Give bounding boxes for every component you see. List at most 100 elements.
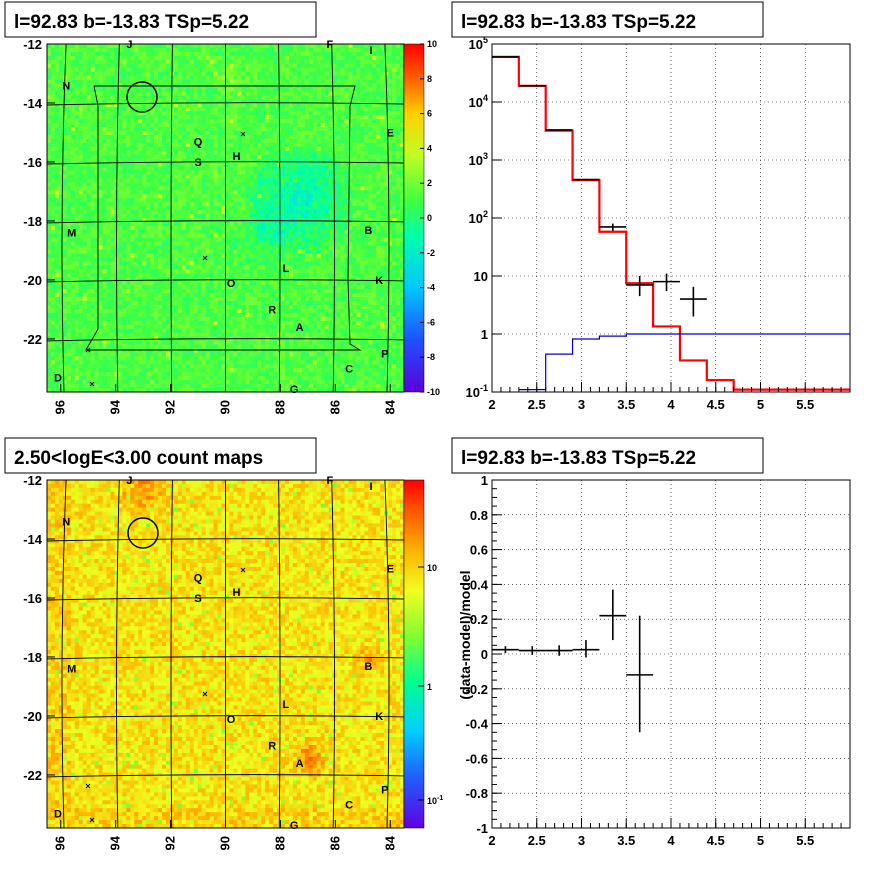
residuals-grid (491, 479, 850, 829)
count-map-title: 2.50<logE<3.00 count maps (14, 448, 263, 469)
x-tick-label: 3.5 (617, 397, 635, 412)
source-label-M: M (67, 228, 76, 240)
meridian-line (170, 479, 173, 829)
x-tick-label: 96 (53, 836, 68, 850)
x-tick-label: 94 (108, 835, 123, 850)
colorbar-tick-label: -8 (427, 352, 435, 362)
source-label-L: L (283, 699, 290, 711)
residual-map-title-box (4, 1, 317, 38)
source-label-M: M (67, 664, 76, 676)
cross-marker (240, 131, 246, 137)
x-tick-label: 90 (218, 400, 233, 414)
residuals-panel: l=92.83 b=-13.83 TSp=5.22 (data-model)/m… (451, 437, 851, 848)
y-tick-label: -12 (23, 37, 42, 52)
meridian-line (331, 43, 335, 393)
source-label-L: L (283, 263, 290, 275)
x-tick-label: 84 (382, 399, 397, 414)
x-tick-label: 86 (327, 836, 342, 850)
model-total-line (492, 55, 850, 391)
source-label-C: C (345, 363, 353, 375)
parallel-line (46, 279, 405, 283)
y-tick-label: -16 (23, 155, 42, 170)
parallel-line (46, 715, 405, 719)
meridian-line (331, 479, 335, 829)
colorbar-tick-label: 10 (427, 563, 437, 573)
y-tick-label: 0.2 (470, 612, 488, 627)
cross-marker (85, 783, 91, 789)
x-tick-label: 88 (272, 400, 287, 414)
residuals-y-axis-label: (data-model)/model (457, 570, 473, 699)
colorbar-tick-label: 4 (427, 143, 432, 153)
x-tick-label: 2.5 (528, 833, 546, 848)
cross-marker (89, 817, 95, 823)
source-label-E: E (387, 127, 394, 139)
y-tick-label: -20 (23, 709, 42, 724)
y-tick-label: -18 (23, 214, 42, 229)
residual-map-panel: l=92.83 b=-13.83 TSp=5.22 J F I N Q E S H M B L K O R… (4, 1, 440, 414)
y-tick-label: -0.8 (466, 786, 488, 801)
meridian-line (384, 43, 390, 393)
source-label-O: O (227, 278, 236, 290)
count-map-panel: 2.50<logE<3.00 count maps J F I N Q E S H M B L K O R… (4, 437, 443, 850)
y-tick-label: 104 (469, 93, 488, 110)
source-label-S: S (194, 593, 201, 605)
y-tick-label: 0.4 (470, 577, 489, 592)
parallel-line (46, 656, 405, 660)
meridian-line (278, 479, 281, 829)
residual-map-plot: J F I N Q E S H M B L K O R A P C D G 96 94 92 90 88 86 84 -12 -14 -… (23, 37, 405, 414)
x-tick-label: 4.5 (707, 833, 725, 848)
cross-marker (202, 691, 208, 697)
colorbar-tick-label: 6 (427, 109, 432, 119)
source-label-A: A (296, 758, 304, 770)
parallel-line (46, 161, 405, 165)
colorbar-tick-label: 2 (427, 178, 432, 188)
residual-colorbar-ticks: 10 8 6 4 2 0 -2 -4 -6 -8 -10 (420, 39, 440, 397)
source-label-S: S (194, 157, 201, 169)
source-label-Q: Q (194, 136, 203, 148)
y-tick-label: 1 (481, 327, 488, 342)
parallel-line (46, 220, 405, 224)
x-tick-label: 5 (757, 397, 764, 412)
source-label-K: K (375, 275, 383, 287)
source-circle (126, 81, 158, 113)
y-tick-label: -0.4 (466, 717, 489, 732)
x-tick-label: 4 (667, 833, 675, 848)
count-map-pixels (47, 480, 405, 829)
y-tick-label: -18 (23, 650, 42, 665)
colorbar-tick-label: 0 (427, 213, 432, 223)
source-label-B: B (364, 661, 372, 673)
y-tick-label: -16 (23, 591, 42, 606)
parallel-line (46, 774, 405, 778)
count-map-grid (46, 479, 405, 829)
parallel-line (46, 102, 405, 106)
x-tick-label: 88 (272, 836, 287, 850)
source-label-P: P (381, 349, 388, 361)
colorbar-tick-label: 8 (427, 74, 432, 84)
cross-marker (202, 255, 208, 261)
x-tick-label: 5 (757, 833, 764, 848)
y-tick-label: 10-1 (466, 383, 488, 400)
colorbar-tick-label: -2 (427, 248, 435, 258)
meridian-line (384, 479, 390, 829)
y-tick-label: 105 (469, 35, 488, 52)
meridian-line (116, 479, 120, 829)
source-label-N: N (62, 80, 70, 92)
meridian-line (278, 43, 281, 393)
x-tick-label: 4.5 (707, 397, 725, 412)
source-label-B: B (364, 225, 372, 237)
source-label-Q: Q (194, 572, 203, 584)
colorbar-tick-label: -10 (427, 387, 440, 397)
y-tick-label: -1 (476, 821, 488, 836)
roi-boundary (85, 85, 362, 351)
count-colorbar (403, 479, 425, 829)
count-colorbar-ticks: 10 1 10-1 (418, 563, 443, 806)
source-label-A: A (296, 322, 304, 334)
source-label-I: I (370, 45, 373, 57)
y-tick-label: -22 (23, 332, 42, 347)
residual-map-grid (46, 43, 405, 393)
y-tick-label: -14 (23, 96, 43, 111)
cross-marker (89, 381, 95, 387)
meridian-line (170, 43, 173, 393)
y-tick-label: -0.6 (466, 751, 488, 766)
